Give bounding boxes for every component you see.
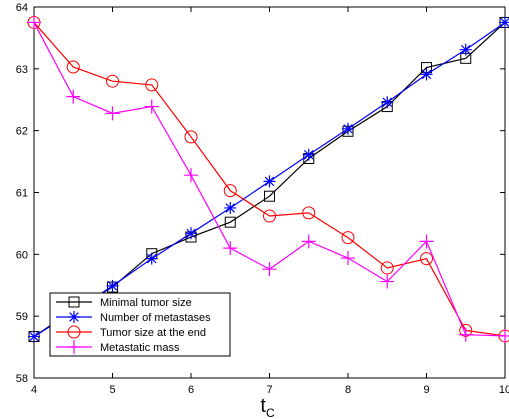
x-tick-label: 6 — [188, 384, 194, 396]
x-axis-ticks: 4 5 6 7 8 9 10 — [31, 7, 509, 396]
circle-marker — [66, 60, 80, 74]
x-axis-label-main: t — [260, 395, 266, 417]
circle-marker — [263, 209, 276, 223]
star-marker-stroke — [185, 227, 197, 240]
star-marker-stroke — [106, 279, 119, 292]
x-tick-label: 9 — [423, 384, 429, 396]
plus-marker — [27, 15, 41, 30]
circle-marker — [302, 206, 316, 220]
plus-marker — [223, 241, 238, 256]
star-marker — [224, 201, 237, 214]
series-metastatic-mass — [27, 15, 509, 343]
star-marker — [185, 227, 197, 240]
star-marker — [106, 279, 119, 292]
x-tick-label: 4 — [31, 384, 37, 396]
plus-marker — [144, 99, 159, 114]
star-marker — [459, 43, 472, 56]
x-tick-label: 7 — [266, 384, 272, 396]
series-layer — [27, 15, 509, 343]
x-tick-label: 8 — [345, 384, 351, 396]
plus-marker — [66, 89, 81, 104]
y-tick-label: 64 — [16, 2, 28, 14]
x-axis-label-sub: C — [266, 406, 275, 419]
circle-marker — [106, 74, 119, 88]
star-marker-stroke — [145, 252, 158, 265]
x-tick-label: 10 — [499, 384, 509, 396]
square-marker — [264, 190, 275, 202]
star-marker-stroke — [263, 175, 276, 188]
legend-item: Number of metastases — [56, 311, 211, 324]
plus-marker — [419, 234, 434, 249]
circle-marker — [145, 78, 159, 92]
star-marker-stroke — [28, 330, 40, 343]
y-tick-label: 58 — [16, 373, 28, 385]
plus-marker — [184, 168, 198, 183]
legend-box — [49, 292, 231, 357]
star-marker — [68, 311, 80, 323]
square-marker — [224, 216, 236, 228]
legend-label: Tumor size at the end — [100, 327, 206, 339]
y-tick-label: 63 — [16, 64, 28, 76]
plus-marker — [262, 262, 277, 277]
plus-marker — [458, 327, 473, 342]
circle-marker — [380, 261, 394, 275]
circle-marker — [67, 325, 81, 339]
y-tick-label: 61 — [16, 188, 28, 200]
star-marker-stroke — [302, 148, 315, 161]
legend-label: Metastatic mass — [100, 342, 180, 354]
star-marker — [342, 122, 354, 135]
legend-item: Metastatic mass — [56, 340, 180, 354]
star-marker — [420, 68, 433, 81]
star-marker — [263, 175, 276, 188]
star-marker — [28, 330, 40, 343]
y-tick-label: 59 — [16, 311, 28, 323]
plus-marker — [105, 106, 120, 121]
x-axis-label: tC — [260, 395, 275, 419]
circle-marker — [420, 252, 433, 266]
legend-label: Minimal tumor size — [100, 297, 192, 309]
series-line — [33, 22, 506, 337]
circle-marker — [184, 130, 198, 144]
y-tick-label: 62 — [16, 126, 28, 138]
circle-marker — [223, 184, 237, 198]
star-marker-stroke — [224, 201, 237, 214]
square-marker — [68, 296, 80, 308]
legend: Minimal tumor size Number of metastases Tu… — [49, 292, 231, 357]
plus-marker — [498, 328, 509, 343]
y-axis-ticks: 58 59 60 61 62 63 64 — [16, 2, 505, 385]
plus-marker — [301, 234, 316, 249]
star-marker-stroke — [420, 68, 433, 81]
plus-marker — [380, 274, 395, 289]
star-marker-stroke — [68, 311, 80, 323]
star-marker-stroke — [381, 96, 394, 109]
legend-item: Minimal tumor size — [56, 296, 192, 309]
star-marker — [302, 148, 315, 161]
star-marker-stroke — [459, 43, 472, 56]
star-marker — [381, 96, 394, 109]
star-marker — [499, 16, 509, 29]
star-marker-stroke — [342, 122, 354, 135]
x-tick-label: 5 — [109, 384, 115, 396]
y-tick-label: 60 — [16, 249, 28, 261]
star-marker — [145, 252, 158, 265]
series-number-of-metastases — [28, 16, 509, 343]
legend-item: Tumor size at the end — [56, 325, 206, 339]
plus-marker — [67, 340, 81, 354]
star-marker-stroke — [499, 16, 509, 29]
plus-marker — [341, 251, 355, 266]
legend-label: Number of metastases — [100, 312, 211, 324]
circle-marker — [341, 231, 355, 245]
